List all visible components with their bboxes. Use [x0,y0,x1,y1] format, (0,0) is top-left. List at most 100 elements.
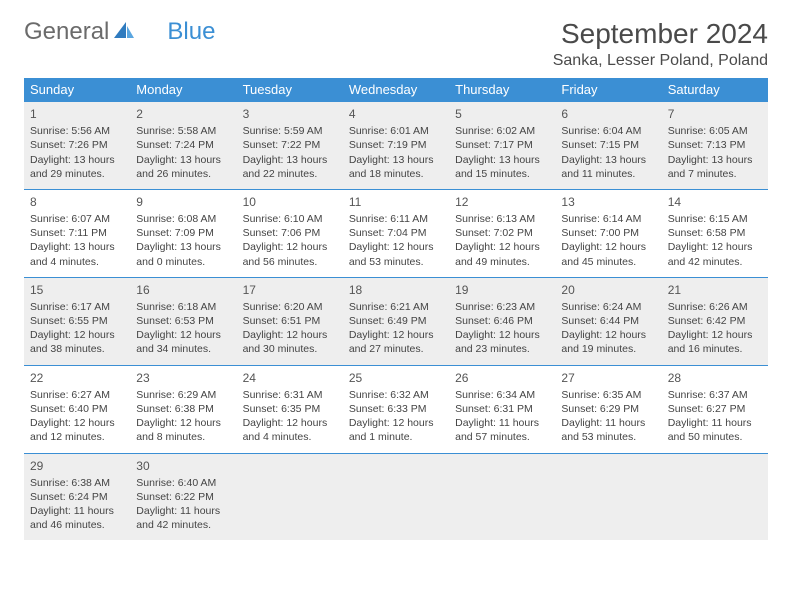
logo-text-2: Blue [167,18,215,46]
day-cell: 8Sunrise: 6:07 AMSunset: 7:11 PMDaylight… [24,189,130,277]
day-header-cell: Saturday [662,78,768,102]
day-number: 3 [243,106,337,122]
sunrise-line: Sunrise: 6:40 AM [136,476,230,490]
day-cell [662,453,768,540]
day-number: 12 [455,194,549,210]
sunset-line: Sunset: 6:33 PM [349,402,443,416]
sunset-line: Sunset: 7:04 PM [349,226,443,240]
sunset-line: Sunset: 7:06 PM [243,226,337,240]
daylight-line: Daylight: 11 hours and 46 minutes. [30,504,124,532]
location: Sanka, Lesser Poland, Poland [553,52,768,70]
day-cell: 18Sunrise: 6:21 AMSunset: 6:49 PMDayligh… [343,277,449,365]
daylight-line: Daylight: 12 hours and 12 minutes. [30,416,124,444]
sunset-line: Sunset: 6:40 PM [30,402,124,416]
sunset-line: Sunset: 7:19 PM [349,138,443,152]
day-cell: 27Sunrise: 6:35 AMSunset: 6:29 PMDayligh… [555,365,661,453]
day-cell: 1Sunrise: 5:56 AMSunset: 7:26 PMDaylight… [24,102,130,190]
sunset-line: Sunset: 6:44 PM [561,314,655,328]
day-cell: 17Sunrise: 6:20 AMSunset: 6:51 PMDayligh… [237,277,343,365]
sunrise-line: Sunrise: 6:35 AM [561,388,655,402]
day-cell: 7Sunrise: 6:05 AMSunset: 7:13 PMDaylight… [662,102,768,190]
sunrise-line: Sunrise: 6:14 AM [561,212,655,226]
day-number: 16 [136,282,230,298]
day-cell: 21Sunrise: 6:26 AMSunset: 6:42 PMDayligh… [662,277,768,365]
sunrise-line: Sunrise: 6:27 AM [30,388,124,402]
sunrise-line: Sunrise: 6:01 AM [349,124,443,138]
day-header-cell: Wednesday [343,78,449,102]
day-header-cell: Sunday [24,78,130,102]
day-cell: 28Sunrise: 6:37 AMSunset: 6:27 PMDayligh… [662,365,768,453]
day-cell: 9Sunrise: 6:08 AMSunset: 7:09 PMDaylight… [130,189,236,277]
sunrise-line: Sunrise: 6:32 AM [349,388,443,402]
day-cell: 30Sunrise: 6:40 AMSunset: 6:22 PMDayligh… [130,453,236,540]
sunset-line: Sunset: 6:24 PM [30,490,124,504]
daylight-line: Daylight: 12 hours and 34 minutes. [136,328,230,356]
day-number: 17 [243,282,337,298]
daylight-line: Daylight: 12 hours and 16 minutes. [668,328,762,356]
day-number: 10 [243,194,337,210]
sunset-line: Sunset: 6:27 PM [668,402,762,416]
daylight-line: Daylight: 12 hours and 49 minutes. [455,240,549,268]
day-number: 30 [136,458,230,474]
daylight-line: Daylight: 12 hours and 53 minutes. [349,240,443,268]
sunset-line: Sunset: 7:22 PM [243,138,337,152]
day-cell: 24Sunrise: 6:31 AMSunset: 6:35 PMDayligh… [237,365,343,453]
title-block: September 2024 Sanka, Lesser Poland, Pol… [553,18,768,70]
sunset-line: Sunset: 7:11 PM [30,226,124,240]
day-header-cell: Friday [555,78,661,102]
daylight-line: Daylight: 13 hours and 26 minutes. [136,153,230,181]
day-number: 13 [561,194,655,210]
day-cell: 5Sunrise: 6:02 AMSunset: 7:17 PMDaylight… [449,102,555,190]
daylight-line: Daylight: 11 hours and 50 minutes. [668,416,762,444]
daylight-line: Daylight: 12 hours and 56 minutes. [243,240,337,268]
sunset-line: Sunset: 6:35 PM [243,402,337,416]
sunset-line: Sunset: 6:49 PM [349,314,443,328]
day-cell: 4Sunrise: 6:01 AMSunset: 7:19 PMDaylight… [343,102,449,190]
sunrise-line: Sunrise: 6:29 AM [136,388,230,402]
day-number: 23 [136,370,230,386]
sunrise-line: Sunrise: 6:21 AM [349,300,443,314]
day-cell: 3Sunrise: 5:59 AMSunset: 7:22 PMDaylight… [237,102,343,190]
sunset-line: Sunset: 7:00 PM [561,226,655,240]
day-number: 9 [136,194,230,210]
daylight-line: Daylight: 12 hours and 38 minutes. [30,328,124,356]
day-cell: 11Sunrise: 6:11 AMSunset: 7:04 PMDayligh… [343,189,449,277]
day-cell: 26Sunrise: 6:34 AMSunset: 6:31 PMDayligh… [449,365,555,453]
daylight-line: Daylight: 12 hours and 1 minute. [349,416,443,444]
sunset-line: Sunset: 7:15 PM [561,138,655,152]
day-number: 26 [455,370,549,386]
daylight-line: Daylight: 12 hours and 27 minutes. [349,328,443,356]
day-cell [343,453,449,540]
day-number: 15 [30,282,124,298]
day-cell: 12Sunrise: 6:13 AMSunset: 7:02 PMDayligh… [449,189,555,277]
day-cell: 14Sunrise: 6:15 AMSunset: 6:58 PMDayligh… [662,189,768,277]
sunrise-line: Sunrise: 6:05 AM [668,124,762,138]
sunset-line: Sunset: 6:55 PM [30,314,124,328]
sunset-line: Sunset: 7:09 PM [136,226,230,240]
daylight-line: Daylight: 12 hours and 30 minutes. [243,328,337,356]
sunrise-line: Sunrise: 6:24 AM [561,300,655,314]
day-number: 27 [561,370,655,386]
daylight-line: Daylight: 13 hours and 11 minutes. [561,153,655,181]
sunrise-line: Sunrise: 6:17 AM [30,300,124,314]
sunrise-line: Sunrise: 6:37 AM [668,388,762,402]
daylight-line: Daylight: 13 hours and 22 minutes. [243,153,337,181]
day-number: 2 [136,106,230,122]
sunrise-line: Sunrise: 6:34 AM [455,388,549,402]
week-row: 15Sunrise: 6:17 AMSunset: 6:55 PMDayligh… [24,277,768,365]
day-number: 1 [30,106,124,122]
daylight-line: Daylight: 11 hours and 53 minutes. [561,416,655,444]
day-header-row: SundayMondayTuesdayWednesdayThursdayFrid… [24,78,768,102]
day-number: 14 [668,194,762,210]
day-cell: 19Sunrise: 6:23 AMSunset: 6:46 PMDayligh… [449,277,555,365]
logo: General Blue [24,18,215,46]
day-cell [555,453,661,540]
day-cell: 16Sunrise: 6:18 AMSunset: 6:53 PMDayligh… [130,277,236,365]
daylight-line: Daylight: 13 hours and 4 minutes. [30,240,124,268]
week-row: 8Sunrise: 6:07 AMSunset: 7:11 PMDaylight… [24,189,768,277]
day-cell: 20Sunrise: 6:24 AMSunset: 6:44 PMDayligh… [555,277,661,365]
daylight-line: Daylight: 11 hours and 57 minutes. [455,416,549,444]
sunrise-line: Sunrise: 6:18 AM [136,300,230,314]
day-number: 24 [243,370,337,386]
day-cell [449,453,555,540]
